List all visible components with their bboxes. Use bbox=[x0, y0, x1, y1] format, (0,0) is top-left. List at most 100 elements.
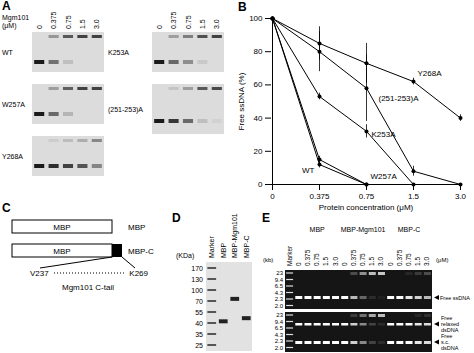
svg-text:dsDNA: dsDNA bbox=[441, 327, 459, 333]
svg-text:9.4: 9.4 bbox=[275, 277, 284, 283]
svg-text:2.0: 2.0 bbox=[275, 345, 284, 351]
svg-text:1.5: 1.5 bbox=[368, 257, 375, 266]
svg-text:1.5: 1.5 bbox=[322, 257, 329, 266]
svg-text:K253A: K253A bbox=[108, 49, 129, 56]
svg-text:1.5: 1.5 bbox=[79, 19, 86, 29]
svg-text:D: D bbox=[172, 211, 181, 225]
svg-text:9.4: 9.4 bbox=[275, 319, 284, 325]
svg-text:MBP: MBP bbox=[128, 223, 145, 232]
svg-text:4.3: 4.3 bbox=[275, 290, 284, 296]
svg-text:0.375: 0.375 bbox=[50, 11, 57, 29]
svg-text:dsDNA: dsDNA bbox=[441, 345, 459, 351]
svg-text:2.0: 2.0 bbox=[275, 303, 284, 309]
svg-text:A: A bbox=[2, 0, 11, 13]
svg-text:3.0: 3.0 bbox=[213, 19, 220, 29]
svg-text:relaxed: relaxed bbox=[441, 321, 459, 327]
svg-text:1.5: 1.5 bbox=[414, 257, 421, 266]
svg-text:(251-253)A: (251-253)A bbox=[379, 94, 420, 103]
svg-text:MBP-Mgm101: MBP-Mgm101 bbox=[231, 213, 239, 258]
svg-text:1.5: 1.5 bbox=[408, 192, 420, 201]
svg-text:0: 0 bbox=[36, 25, 43, 29]
svg-text:3.0: 3.0 bbox=[377, 257, 384, 266]
svg-text:130: 130 bbox=[191, 276, 203, 283]
svg-text:100: 100 bbox=[191, 287, 203, 294]
svg-text:55: 55 bbox=[195, 309, 203, 316]
svg-text:3.0: 3.0 bbox=[93, 19, 100, 29]
svg-text:Free: Free bbox=[441, 315, 453, 321]
svg-text:20: 20 bbox=[254, 147, 263, 156]
svg-text:MBP: MBP bbox=[310, 226, 326, 233]
svg-text:70: 70 bbox=[195, 298, 203, 305]
svg-text:0.75: 0.75 bbox=[359, 253, 366, 266]
svg-text:MBP: MBP bbox=[53, 223, 70, 232]
svg-text:2.3: 2.3 bbox=[275, 296, 284, 302]
svg-text:Y268A: Y268A bbox=[418, 69, 443, 78]
svg-text:0: 0 bbox=[341, 262, 348, 266]
svg-text:(KDa): (KDa) bbox=[176, 252, 194, 260]
svg-text:s.c.: s.c. bbox=[441, 339, 450, 345]
svg-text:0.375: 0.375 bbox=[396, 249, 403, 266]
svg-text:0.75: 0.75 bbox=[313, 253, 320, 266]
svg-text:Y268A: Y268A bbox=[2, 153, 23, 160]
svg-text:0: 0 bbox=[387, 262, 394, 266]
svg-text:2.3: 2.3 bbox=[275, 338, 284, 344]
svg-text:0.375: 0.375 bbox=[170, 11, 177, 29]
svg-text:Free: Free bbox=[441, 333, 453, 339]
svg-text:0: 0 bbox=[270, 192, 275, 201]
svg-text:35: 35 bbox=[195, 331, 203, 338]
svg-text:MBP-C: MBP-C bbox=[128, 247, 154, 256]
svg-text:K269: K269 bbox=[129, 269, 148, 278]
svg-text:0: 0 bbox=[258, 180, 263, 189]
svg-text:V237: V237 bbox=[30, 269, 49, 278]
svg-text:MBP: MBP bbox=[53, 247, 70, 256]
svg-text:WT: WT bbox=[2, 49, 14, 56]
svg-text:3.0: 3.0 bbox=[423, 257, 430, 266]
svg-text:23: 23 bbox=[276, 270, 283, 276]
svg-text:MBP: MBP bbox=[220, 243, 227, 259]
svg-text:E: E bbox=[262, 211, 270, 225]
svg-text:0.75: 0.75 bbox=[405, 253, 412, 266]
svg-text:100: 100 bbox=[249, 14, 263, 23]
svg-text:3.0: 3.0 bbox=[332, 257, 339, 266]
svg-text:MBP-C: MBP-C bbox=[398, 226, 421, 233]
svg-text:60: 60 bbox=[254, 80, 263, 89]
svg-text:Marker: Marker bbox=[286, 245, 293, 266]
svg-text:Free ssDNA (%): Free ssDNA (%) bbox=[237, 72, 246, 130]
svg-text:B: B bbox=[238, 0, 247, 14]
svg-text:3.0: 3.0 bbox=[455, 192, 467, 201]
svg-text:WT: WT bbox=[302, 166, 315, 175]
svg-text:80: 80 bbox=[254, 47, 263, 56]
svg-text:170: 170 bbox=[191, 265, 203, 272]
svg-text:0.75: 0.75 bbox=[185, 15, 192, 29]
svg-text:0: 0 bbox=[156, 25, 163, 29]
svg-text:MBP-C: MBP-C bbox=[243, 235, 250, 258]
svg-text:40: 40 bbox=[254, 114, 263, 123]
svg-text:W257A: W257A bbox=[2, 101, 25, 108]
svg-text:(μM): (μM) bbox=[436, 257, 448, 263]
svg-text:(kb): (kb) bbox=[263, 257, 273, 263]
svg-text:Protein concentration (μM): Protein concentration (μM) bbox=[319, 203, 414, 212]
svg-text:40: 40 bbox=[195, 320, 203, 327]
svg-text:0.75: 0.75 bbox=[65, 15, 72, 29]
svg-text:Mgm101: Mgm101 bbox=[2, 14, 29, 22]
svg-text:4.3: 4.3 bbox=[275, 332, 284, 338]
svg-text:6.5: 6.5 bbox=[275, 325, 284, 331]
svg-text:(μM): (μM) bbox=[2, 22, 17, 30]
svg-text:6.5: 6.5 bbox=[275, 283, 284, 289]
svg-text:0.375: 0.375 bbox=[350, 249, 357, 266]
svg-text:Mgm101 C-tail: Mgm101 C-tail bbox=[62, 283, 114, 292]
svg-text:0.375: 0.375 bbox=[304, 249, 311, 266]
svg-text:Free ssDNA: Free ssDNA bbox=[440, 295, 470, 301]
svg-text:1.5: 1.5 bbox=[199, 19, 206, 29]
svg-text:Marker: Marker bbox=[208, 236, 215, 258]
svg-text:C: C bbox=[2, 201, 11, 215]
svg-text:25: 25 bbox=[195, 342, 203, 349]
svg-text:W257A: W257A bbox=[371, 172, 398, 181]
svg-text:0.375: 0.375 bbox=[309, 192, 330, 201]
svg-text:MBP-Mgm101: MBP-Mgm101 bbox=[341, 226, 386, 234]
svg-text:0.75: 0.75 bbox=[359, 192, 375, 201]
svg-text:23: 23 bbox=[276, 312, 283, 318]
svg-text:0: 0 bbox=[295, 262, 302, 266]
svg-text:K253A: K253A bbox=[372, 130, 397, 139]
svg-text:(251-253)A: (251-253)A bbox=[108, 106, 143, 114]
